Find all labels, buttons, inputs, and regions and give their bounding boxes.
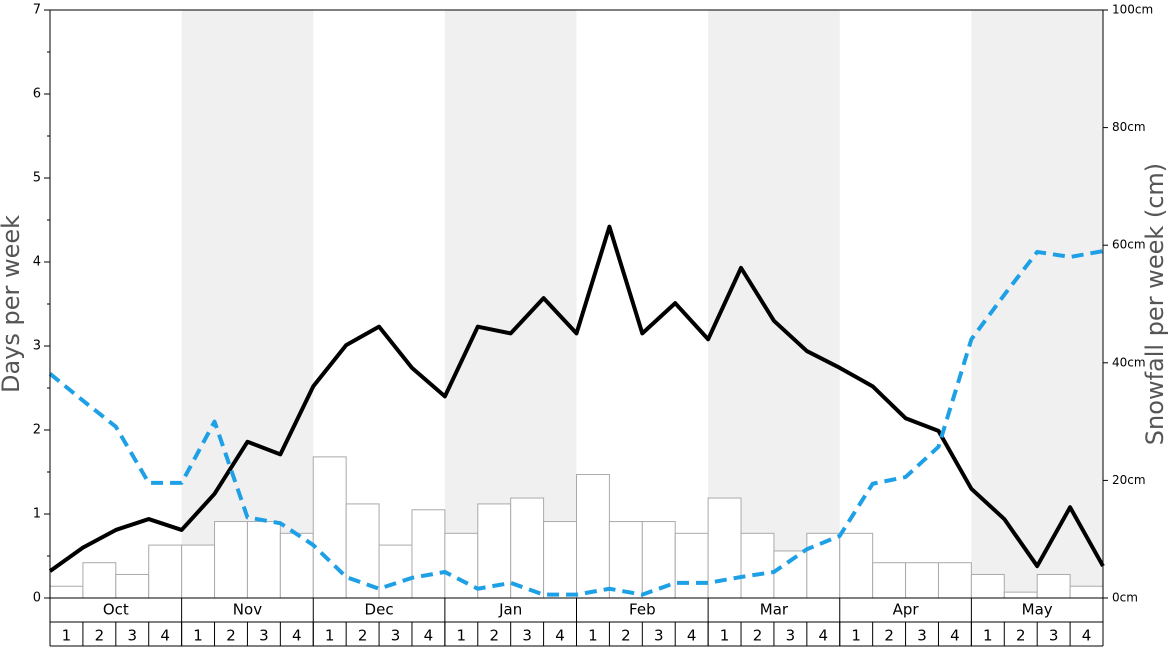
month-shade [181,10,314,598]
week-label: 2 [226,627,236,645]
y-tick-label: 5 [33,171,41,186]
bar [345,503,380,599]
y-tick-label: 2 [33,423,41,438]
month-label: May [1022,601,1053,619]
bar [543,521,577,599]
bar [970,573,1005,599]
week-label: 1 [588,627,598,645]
month-label: Apr [893,601,920,619]
bar [1036,573,1071,599]
week-label: 2 [884,627,894,645]
week-label: 2 [358,627,368,645]
week-label: 1 [983,627,993,645]
bar [872,562,907,599]
month-label: Feb [629,601,656,619]
week-label: 4 [950,627,960,645]
week-label: 2 [95,627,105,645]
week-label: 4 [1082,627,1092,645]
bar [411,509,446,599]
line [48,249,1104,597]
week-label: 2 [753,627,763,645]
y2-tick-label: 100cm [1112,3,1153,17]
bar [148,544,183,599]
bar [576,474,610,599]
week-label: 1 [62,627,72,645]
bar [378,544,413,599]
bar [905,562,939,599]
bar [608,521,643,599]
week-label: 1 [193,627,203,645]
y-tick-label: 3 [33,339,41,354]
week-label: 2 [1016,627,1026,645]
y-tick-label: 7 [33,3,41,18]
week-label: 1 [720,627,730,645]
week-label: 4 [687,627,697,645]
bar [82,562,117,599]
bar [444,532,479,599]
week-label: 3 [522,627,532,645]
bar [279,532,314,599]
bar [839,532,874,599]
y-tick-label: 1 [33,507,41,522]
week-label: 3 [1049,627,1059,645]
week-label: 4 [819,627,829,645]
bar [674,532,709,599]
bar [246,521,281,599]
week-label: 3 [654,627,664,645]
week-label: 1 [457,627,467,645]
week-label: 4 [424,627,434,645]
week-label: 4 [160,627,170,645]
bar [707,497,742,599]
week-label: 3 [917,627,927,645]
bar [773,550,808,599]
y-axis-label: Days per week [0,215,25,393]
bar [181,544,216,599]
y2-tick-label: 80cm [1112,120,1146,134]
week-label: 4 [292,627,302,645]
week-label: 3 [259,627,269,645]
month-shade [971,10,1103,598]
y2-tick-label: 60cm [1112,238,1146,252]
week-label: 1 [325,627,335,645]
y2-tick-label: 40cm [1112,355,1146,369]
y-tick-label: 6 [33,87,41,102]
background [181,10,1103,598]
bar [510,497,545,599]
y-tick-label: 0 [33,591,41,606]
month-label: Jan [498,601,522,619]
bar [477,503,512,599]
bar [214,521,248,599]
y2-tick-label: 20cm [1112,473,1146,487]
month-label: Mar [760,601,789,619]
bar [312,456,347,599]
bar [115,573,150,599]
bar [1003,591,1038,599]
bar [49,585,84,599]
bar [740,532,775,599]
week-label: 3 [391,627,401,645]
week-label: 2 [489,627,499,645]
week-label: 3 [127,627,137,645]
y-tick-label: 4 [33,255,41,270]
line [48,224,1105,573]
bar [937,562,972,599]
week-label: 3 [786,627,796,645]
week-label: 2 [621,627,631,645]
month-label: Nov [233,601,262,619]
y2-axis-label: Snowfall per week (cm) [1141,163,1168,445]
week-label: 4 [555,627,565,645]
week-label: 1 [851,627,861,645]
bar [1069,585,1104,599]
y2-tick-label: 0cm [1112,591,1138,605]
month-label: Oct [103,601,129,619]
month-label: Dec [365,601,394,619]
